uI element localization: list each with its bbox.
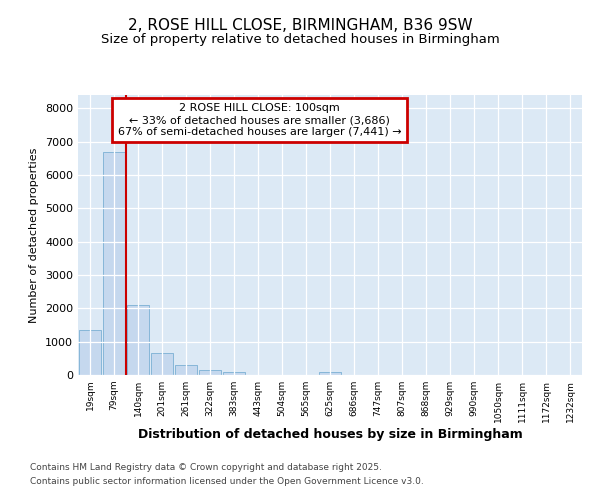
- Bar: [127, 305, 149, 375]
- Text: Contains HM Land Registry data © Crown copyright and database right 2025.: Contains HM Land Registry data © Crown c…: [30, 464, 382, 472]
- Bar: [151, 354, 173, 375]
- Text: 2, ROSE HILL CLOSE, BIRMINGHAM, B36 9SW: 2, ROSE HILL CLOSE, BIRMINGHAM, B36 9SW: [128, 18, 472, 32]
- Y-axis label: Number of detached properties: Number of detached properties: [29, 148, 40, 322]
- X-axis label: Distribution of detached houses by size in Birmingham: Distribution of detached houses by size …: [137, 428, 523, 440]
- Bar: [199, 370, 221, 375]
- Bar: [175, 364, 197, 375]
- Text: Contains public sector information licensed under the Open Government Licence v3: Contains public sector information licen…: [30, 477, 424, 486]
- Bar: [79, 330, 101, 375]
- Text: Size of property relative to detached houses in Birmingham: Size of property relative to detached ho…: [101, 32, 499, 46]
- Bar: [103, 152, 125, 375]
- Text: 2 ROSE HILL CLOSE: 100sqm
← 33% of detached houses are smaller (3,686)
67% of se: 2 ROSE HILL CLOSE: 100sqm ← 33% of detac…: [118, 104, 401, 136]
- Bar: [319, 372, 341, 375]
- Bar: [223, 372, 245, 375]
